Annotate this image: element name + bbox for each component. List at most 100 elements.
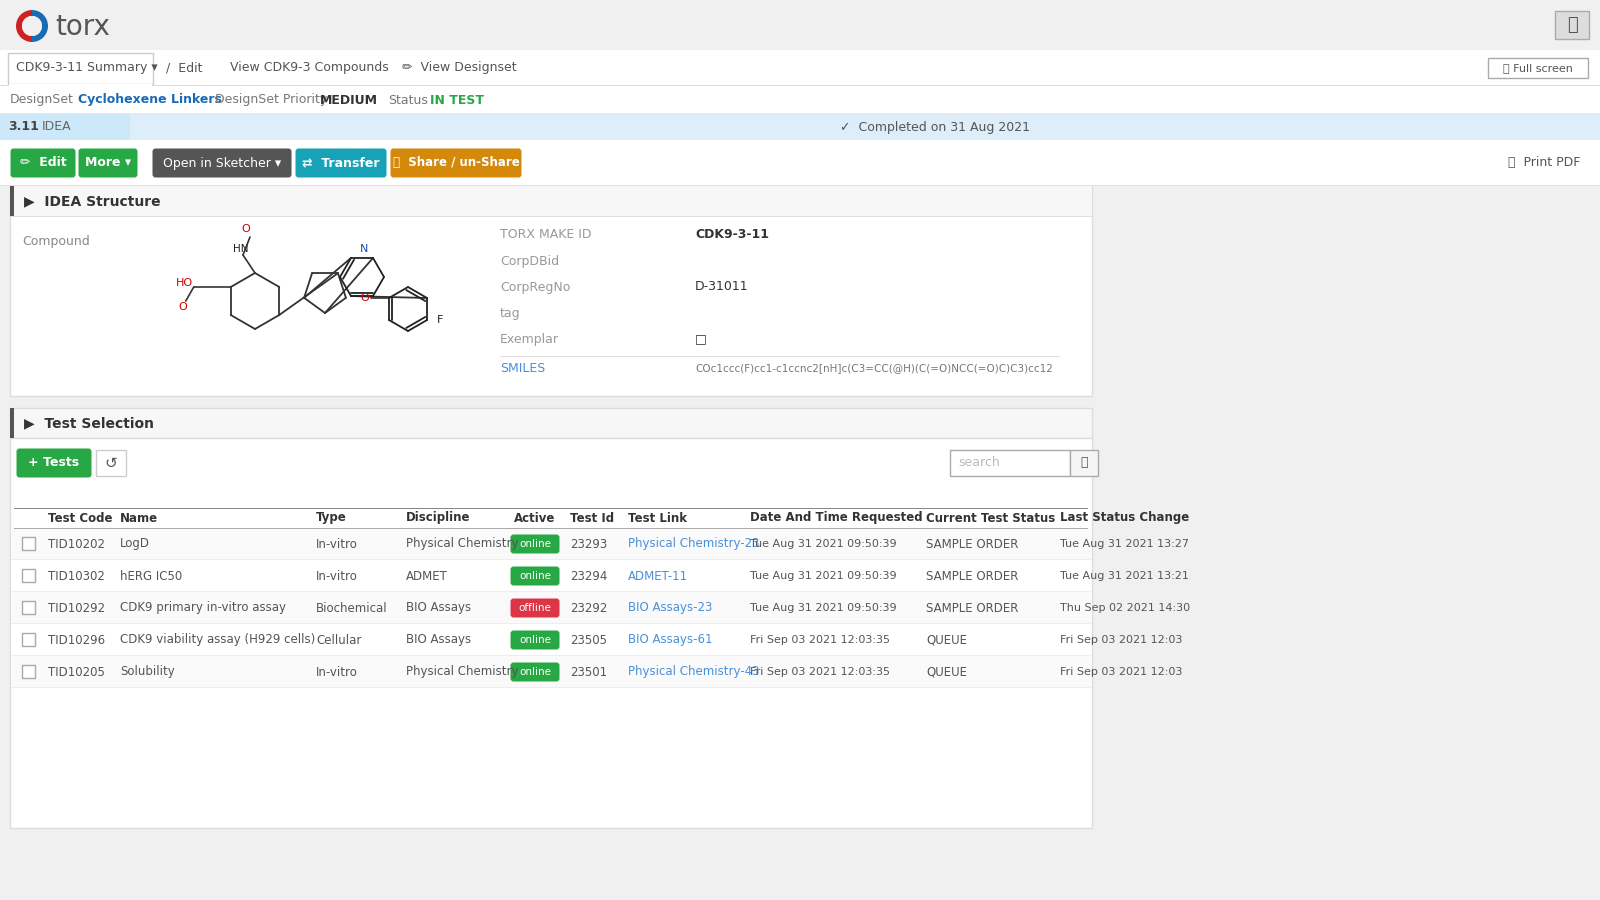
Text: + Tests: + Tests: [29, 456, 80, 470]
FancyBboxPatch shape: [510, 566, 560, 586]
Bar: [11, 687, 1091, 688]
Text: BIO Assays-23: BIO Assays-23: [627, 601, 712, 615]
FancyBboxPatch shape: [16, 448, 91, 478]
Bar: [8, 53, 154, 84]
Text: QUEUE: QUEUE: [926, 665, 966, 679]
Text: online: online: [518, 571, 550, 581]
Text: Status: Status: [387, 94, 427, 106]
Bar: [11, 656, 1091, 687]
Text: SAMPLE ORDER: SAMPLE ORDER: [926, 570, 1018, 582]
Bar: [0, 185, 1600, 186]
Text: TID10302: TID10302: [48, 570, 106, 582]
Bar: [11, 655, 1091, 656]
Text: ▶  IDEA Structure: ▶ IDEA Structure: [24, 194, 160, 208]
Text: ADMET: ADMET: [406, 570, 448, 582]
Wedge shape: [16, 10, 32, 42]
Text: View CDK9-3 Compounds: View CDK9-3 Compounds: [230, 61, 389, 75]
Text: Thu Sep 02 2021 14:30: Thu Sep 02 2021 14:30: [1059, 603, 1190, 613]
Text: SMILES: SMILES: [499, 362, 546, 374]
Text: TID10296: TID10296: [48, 634, 106, 646]
FancyBboxPatch shape: [390, 148, 522, 177]
Text: In-vitro: In-vitro: [317, 537, 358, 551]
Text: In-vitro: In-vitro: [317, 665, 358, 679]
Bar: [0, 140, 1600, 186]
Text: BIO Assays: BIO Assays: [406, 634, 470, 646]
Text: Fri Sep 03 2021 12:03:35: Fri Sep 03 2021 12:03:35: [750, 635, 890, 645]
Text: ▶  Test Selection: ▶ Test Selection: [24, 416, 154, 430]
FancyBboxPatch shape: [510, 535, 560, 554]
Bar: [1070, 450, 1098, 476]
Bar: [22, 665, 35, 678]
Bar: [0, 114, 130, 140]
Text: tag: tag: [499, 307, 520, 320]
FancyBboxPatch shape: [152, 148, 291, 177]
Text: Fri Sep 03 2021 12:03: Fri Sep 03 2021 12:03: [1059, 667, 1182, 677]
Text: □: □: [694, 332, 707, 346]
Bar: [10, 186, 14, 216]
Bar: [10, 408, 1091, 438]
Text: O: O: [360, 293, 370, 303]
Bar: [0, 50, 1600, 86]
FancyBboxPatch shape: [510, 598, 560, 617]
Bar: [11, 528, 1091, 559]
Text: Cellular: Cellular: [317, 634, 362, 646]
Circle shape: [22, 16, 42, 36]
Text: N: N: [360, 244, 368, 254]
Text: IN TEST: IN TEST: [430, 94, 483, 106]
Text: 3.11: 3.11: [8, 121, 38, 133]
Text: 23505: 23505: [570, 634, 606, 646]
Text: Compound: Compound: [22, 235, 90, 248]
Text: 🔍: 🔍: [1080, 456, 1088, 470]
Text: Name: Name: [120, 511, 158, 525]
Bar: [10, 186, 1091, 216]
Text: Tue Aug 31 2021 13:21: Tue Aug 31 2021 13:21: [1059, 571, 1189, 581]
Text: 23294: 23294: [570, 570, 608, 582]
Bar: [0, 0, 1600, 50]
Text: TID10292: TID10292: [48, 601, 106, 615]
Text: IDEA: IDEA: [42, 121, 72, 133]
Text: DesignSet Priority: DesignSet Priority: [214, 94, 328, 106]
Bar: [10, 84, 152, 86]
Text: ADMET-11: ADMET-11: [627, 570, 688, 582]
Text: Tue Aug 31 2021 09:50:39: Tue Aug 31 2021 09:50:39: [750, 539, 896, 549]
Text: Current Test Status: Current Test Status: [926, 511, 1056, 525]
Bar: [10, 438, 1091, 828]
Text: CDK9 primary in-vitro assay: CDK9 primary in-vitro assay: [120, 601, 286, 615]
Text: online: online: [518, 635, 550, 645]
Text: ✏  Edit: ✏ Edit: [19, 157, 66, 169]
Text: TID10205: TID10205: [48, 665, 106, 679]
Text: 👤: 👤: [1566, 16, 1578, 34]
Bar: [22, 537, 35, 550]
Text: CDK9 viability assay (H929 cells): CDK9 viability assay (H929 cells): [120, 634, 315, 646]
Bar: [10, 216, 1091, 217]
Text: SAMPLE ORDER: SAMPLE ORDER: [926, 537, 1018, 551]
Text: Solubility: Solubility: [120, 665, 174, 679]
Text: O: O: [242, 224, 250, 234]
Text: torx: torx: [54, 13, 110, 41]
Text: online: online: [518, 667, 550, 677]
Text: Date And Time Requested: Date And Time Requested: [750, 511, 923, 525]
Text: SAMPLE ORDER: SAMPLE ORDER: [926, 601, 1018, 615]
Text: /  Edit: / Edit: [166, 61, 203, 75]
Bar: [14, 508, 1088, 509]
Text: search: search: [958, 456, 1000, 470]
Text: Tue Aug 31 2021 09:50:39: Tue Aug 31 2021 09:50:39: [750, 571, 896, 581]
Text: TID10202: TID10202: [48, 537, 106, 551]
Bar: [1555, 11, 1589, 39]
Text: 23501: 23501: [570, 665, 606, 679]
Text: hERG IC50: hERG IC50: [120, 570, 182, 582]
Text: In-vitro: In-vitro: [317, 570, 358, 582]
Text: D-31011: D-31011: [694, 281, 749, 293]
Text: MEDIUM: MEDIUM: [320, 94, 378, 106]
Text: F: F: [437, 315, 443, 325]
Text: HO: HO: [176, 278, 194, 288]
Bar: [10, 186, 1091, 396]
Text: DesignSet: DesignSet: [10, 94, 74, 106]
Text: ↺: ↺: [104, 455, 117, 471]
Text: COc1ccc(F)cc1-c1ccnc2[nH]c(C3=CC(@H)(C(=O)NCC(=O)C)C3)cc12: COc1ccc(F)cc1-c1ccnc2[nH]c(C3=CC(@H)(C(=…: [694, 363, 1053, 373]
Text: ✏  View Designset: ✏ View Designset: [402, 61, 517, 75]
Text: CDK9-3-11: CDK9-3-11: [694, 229, 770, 241]
Bar: [1488, 58, 1587, 78]
Text: CorpDBid: CorpDBid: [499, 255, 558, 267]
Text: Exemplar: Exemplar: [499, 332, 558, 346]
